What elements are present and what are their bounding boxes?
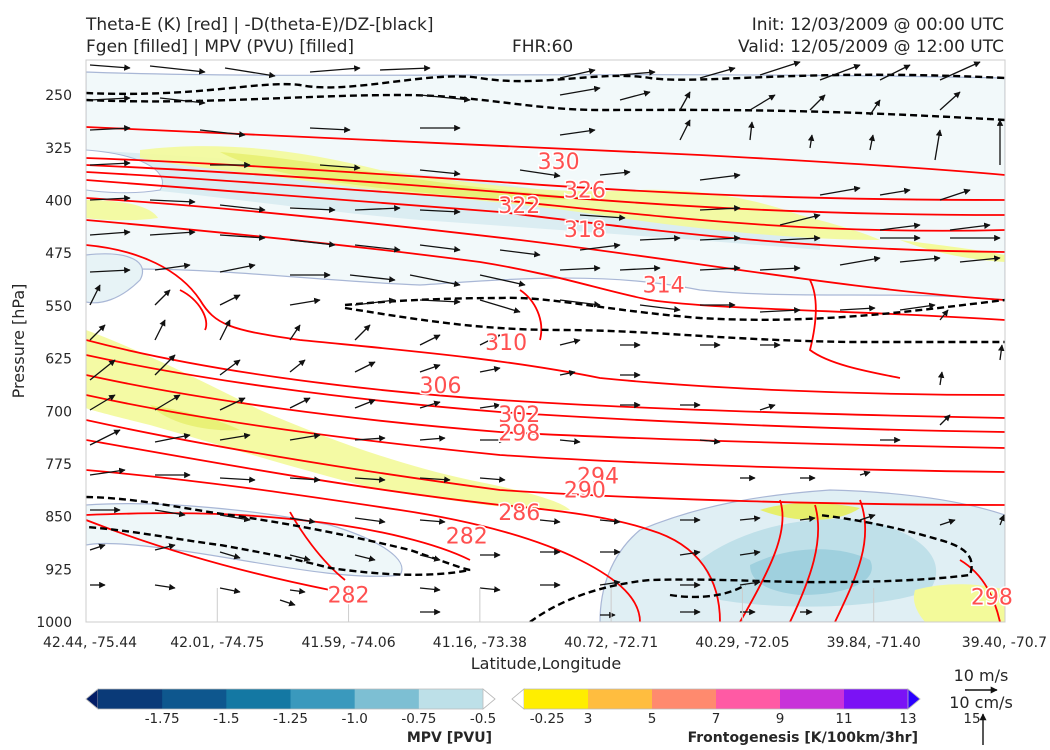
colorbar-label: MPV [PVU] (407, 730, 492, 746)
colorbar-tick-label: -1.0 (341, 711, 367, 727)
colorbar-swatch (780, 689, 845, 709)
y-tick-label: 325 (45, 141, 72, 157)
colorbar-tick-label: 11 (835, 711, 852, 727)
colorbar-swatch (418, 689, 484, 709)
colorbar-swatch (844, 689, 909, 709)
colorbar-swatch (98, 689, 163, 709)
colorbar-tick-label: 5 (648, 711, 657, 727)
colorbar-tick-label: 3 (584, 711, 593, 727)
contour-label: 322 (498, 194, 540, 219)
contour-label: 306 (419, 374, 461, 399)
contour-label: 286 (498, 501, 540, 526)
contour-label: 330 (538, 150, 580, 175)
vertical-speed-key-label: 10 cm/s (949, 693, 1013, 712)
colorbar-extend-right (482, 688, 496, 710)
colorbar-extend-left (511, 688, 525, 710)
chart-title-line-1: Theta-E (K) [red] | -D(theta-E)/DZ-[blac… (86, 15, 434, 35)
y-tick-label: 475 (45, 246, 72, 262)
colorbar-extend-left (85, 688, 99, 710)
contour-label: 290 (564, 479, 606, 504)
colorbar-swatch (162, 689, 227, 709)
x-tick-label: 41.59, -74.06 (302, 635, 396, 651)
plot-frame (85, 59, 1006, 623)
contour-label: 314 (643, 274, 685, 299)
wind-speed-key-label: 10 m/s (954, 666, 1009, 685)
wind-vectors (89, 60, 1005, 619)
colorbar-tick-label: -0.75 (401, 711, 436, 727)
contour-label: 326 (564, 179, 606, 204)
x-tick-label: 41.16, -73.38 (433, 635, 527, 651)
colorbar-swatch (716, 689, 781, 709)
colorbar-swatch (354, 689, 420, 709)
colorbar-swatch (226, 689, 291, 709)
x-tick-label: 42.44, -75.44 (43, 635, 137, 651)
y-tick-label: 250 (45, 88, 72, 104)
colorbar-tick-label: 7 (712, 711, 721, 727)
colorbar-tick-label: -1.75 (145, 711, 180, 727)
x-tick-label: 40.29, -72.05 (695, 635, 789, 651)
mpv-colorbar: -1.75 -1.5 -1.25 -1.0 -0.75 -0.5 -0.25 MPV [PVU… (85, 688, 565, 746)
y-tick-label: 700 (45, 404, 72, 420)
y-tick-label: 400 (45, 194, 72, 210)
contour-label: 318 (564, 218, 606, 243)
colorbar-swatch (524, 689, 589, 709)
colorbar-tick-label: -1.25 (273, 711, 308, 727)
init-time-label: Init: 12/03/2009 @ 00:00 UTC (751, 15, 1004, 35)
valid-time-label: Valid: 12/05/2009 @ 12:00 UTC (738, 37, 1004, 57)
contour-label: 282 (328, 583, 370, 608)
contour-label: 302 (498, 403, 540, 428)
chart-title-line-2: Fgen [filled] | MPV (PVU) [filled] (86, 37, 355, 57)
x-tick-label: 42.01, -74.75 (170, 635, 264, 651)
vector-key: 10 m/s 10 cm/s (949, 666, 1013, 745)
colorbar-swatch (588, 689, 653, 709)
colorbar-outline (511, 688, 921, 710)
colorbar-tick-label: -1.5 (213, 711, 239, 727)
y-tick-label: 925 (45, 562, 72, 578)
colorbar-outline (85, 688, 496, 710)
colorbar-tick-label: -0.5 (470, 711, 496, 727)
y-tick-labels: 250 325 400 475 550 625 700 775 850 925 1000 (36, 88, 72, 631)
colorbar-tick-label: 15 (963, 711, 980, 727)
y-tick-label: 625 (45, 352, 72, 368)
fgen-colorbar: 3 5 7 9 11 13 15 Frontogenesis [K/100km/3hr] (511, 688, 981, 746)
y-tick-label: 1000 (36, 615, 72, 631)
dthetae-dz-contours (86, 73, 1005, 622)
contour-label: 310 (485, 331, 527, 356)
colorbar-tick-label: -0.25 (530, 711, 565, 727)
x-tick-labels: 42.44, -75.44 42.01, -74.75 41.59, -74.06 4… (43, 588, 1047, 651)
y-tick-label: 850 (45, 510, 72, 526)
x-tick-label: 40.72, -72.71 (564, 635, 658, 651)
x-tick-label: 39.84, -71.40 (827, 635, 921, 651)
x-axis-label: Latitude,Longitude (471, 654, 622, 673)
colorbar-tick-label: 9 (776, 711, 785, 727)
y-tick-label: 775 (45, 457, 72, 473)
contour-label: 294 (577, 465, 619, 490)
colorbar-tick-label: 13 (899, 711, 916, 727)
y-tick-label: 550 (45, 299, 72, 315)
y-axis-label: Pressure [hPa] (9, 284, 28, 399)
forecast-hour-label: FHR:60 (512, 37, 574, 57)
x-tick-label: 39.40, -70.7 (962, 635, 1047, 651)
colorbar-label: Frontogenesis [K/100km/3hr] (688, 730, 918, 746)
colorbar-extend-right (907, 688, 921, 710)
contour-label: 298 (498, 422, 540, 447)
colorbar-swatch (652, 689, 717, 709)
theta-e-contour-labels: 3303263223183143103063022982942902862822… (326, 148, 1014, 612)
contour-label: 282 (446, 524, 488, 549)
contour-label: 298 (971, 585, 1013, 610)
colorbar-swatch (290, 689, 356, 709)
